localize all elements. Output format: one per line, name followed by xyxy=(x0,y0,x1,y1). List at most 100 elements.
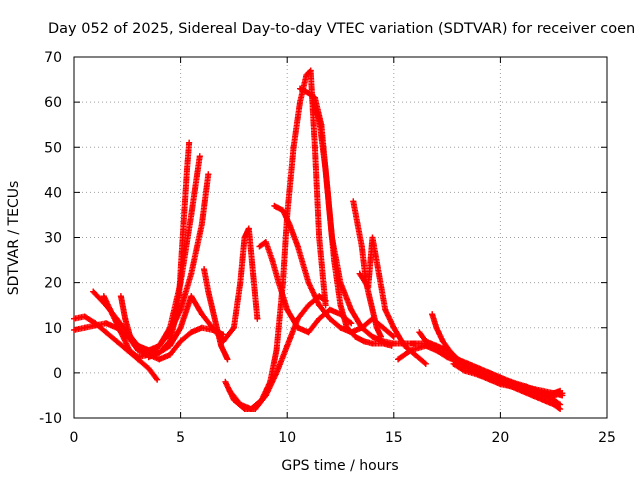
data-point xyxy=(294,243,301,250)
series-arc-5 xyxy=(117,293,227,363)
data-point xyxy=(177,324,184,331)
data-point xyxy=(559,390,566,397)
data-point xyxy=(352,333,359,340)
data-point xyxy=(311,144,318,151)
data-point xyxy=(269,257,276,264)
data-point xyxy=(183,166,190,173)
data-point xyxy=(316,315,323,322)
data-point xyxy=(294,324,301,331)
data-point xyxy=(186,139,193,146)
series-arc-4 xyxy=(100,171,212,361)
x-tick-label: 20 xyxy=(491,430,509,446)
chart-title: Day 052 of 2025, Sidereal Day-to-day VTE… xyxy=(48,21,635,37)
x-axis-label: GPS time / hours xyxy=(281,458,398,474)
data-point xyxy=(356,270,363,277)
data-point xyxy=(71,327,77,334)
data-point xyxy=(102,329,109,336)
data-point xyxy=(305,302,312,309)
data-point xyxy=(358,324,365,331)
data-point xyxy=(348,320,355,327)
data-point xyxy=(220,338,227,345)
data-point xyxy=(279,207,286,214)
data-point xyxy=(303,72,310,79)
data-point xyxy=(256,243,263,250)
data-point xyxy=(407,347,414,354)
y-tick-label: -10 xyxy=(39,411,62,427)
data-point xyxy=(380,324,387,331)
data-point xyxy=(307,67,314,74)
data-point xyxy=(198,311,205,318)
data-point xyxy=(369,340,376,347)
data-point xyxy=(156,356,163,363)
y-tick-label: 30 xyxy=(44,231,62,247)
data-point xyxy=(433,324,440,331)
data-point xyxy=(540,396,547,403)
series-arc-10 xyxy=(256,239,355,336)
data-point xyxy=(369,306,376,313)
data-point xyxy=(305,279,312,286)
data-point xyxy=(390,333,397,340)
x-tick-label: 10 xyxy=(278,430,296,446)
data-point xyxy=(316,234,323,241)
data-point xyxy=(128,338,135,345)
data-point xyxy=(395,356,402,363)
data-point xyxy=(305,90,312,97)
data-point xyxy=(375,270,382,277)
data-point xyxy=(209,306,216,313)
data-point xyxy=(390,340,397,347)
data-point xyxy=(350,198,357,205)
data-point xyxy=(224,356,231,363)
data-point xyxy=(337,279,344,286)
data-point xyxy=(237,279,244,286)
series-arc-14 xyxy=(350,198,385,340)
data-point xyxy=(412,351,419,358)
data-point xyxy=(433,342,440,349)
data-point xyxy=(444,354,451,361)
data-point xyxy=(254,315,261,322)
data-point xyxy=(326,315,333,322)
y-tick-label: 0 xyxy=(53,366,62,382)
data-point xyxy=(294,315,301,322)
data-point xyxy=(198,220,205,227)
data-point xyxy=(230,324,237,331)
data-point xyxy=(296,99,303,106)
data-point xyxy=(81,324,88,331)
data-point xyxy=(102,320,109,327)
data-point xyxy=(358,243,365,250)
y-tick-label: 50 xyxy=(44,140,62,156)
y-tick-label: 70 xyxy=(44,50,62,66)
series-arc-13 xyxy=(309,99,419,347)
data-point xyxy=(222,351,229,358)
data-point xyxy=(258,396,265,403)
data-point xyxy=(209,324,216,331)
data-point xyxy=(275,279,282,286)
data-point xyxy=(369,234,376,241)
data-point xyxy=(286,220,293,227)
data-point xyxy=(166,342,173,349)
data-point xyxy=(205,171,212,178)
data-point xyxy=(337,302,344,309)
data-point xyxy=(245,225,252,232)
data-point xyxy=(90,288,97,295)
data-point xyxy=(284,306,291,313)
data-point xyxy=(348,306,355,313)
data-point xyxy=(134,354,141,361)
data-point xyxy=(126,347,133,354)
data-point xyxy=(262,239,269,246)
data-point xyxy=(177,338,184,345)
data-point xyxy=(401,342,408,349)
data-point xyxy=(198,324,205,331)
data-point xyxy=(218,342,225,349)
data-point xyxy=(226,387,233,394)
y-tick-label: 60 xyxy=(44,95,62,111)
data-point xyxy=(454,356,461,363)
data-point xyxy=(134,347,141,354)
data-point xyxy=(117,293,124,300)
data-point xyxy=(71,315,77,322)
data-point xyxy=(109,311,116,318)
series-arc-7 xyxy=(145,225,261,361)
y-axis-label: SDTVAR / TECUs xyxy=(6,181,22,296)
data-point xyxy=(461,367,468,374)
